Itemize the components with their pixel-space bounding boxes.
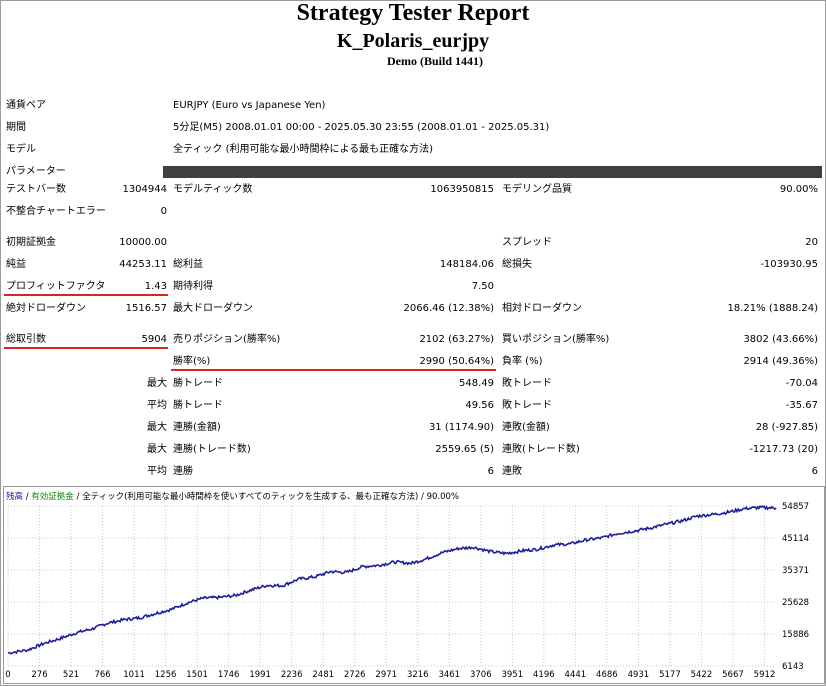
rel-dd-label: 相対ドローダウン bbox=[502, 303, 582, 314]
bars-value: 1304944 bbox=[122, 184, 167, 195]
gross-profit-label: 総利益 bbox=[173, 259, 203, 270]
gross-loss-value: -103930.95 bbox=[760, 259, 818, 270]
abs-dd-label: 絶対ドローダウン bbox=[6, 303, 86, 314]
mismatch-value: 0 bbox=[160, 206, 167, 217]
model-label: モデル bbox=[6, 144, 36, 155]
rel-dd-value: 18.21% (1888.24) bbox=[727, 303, 818, 314]
max-consec-profit-label: 連勝(トレード数) bbox=[173, 444, 251, 455]
long-label: 買いポジション(勝率%) bbox=[502, 334, 610, 345]
max-consec-loss-label: 連敗(トレード数) bbox=[502, 444, 580, 455]
avg-consec-loss-label: 連敗 bbox=[502, 466, 522, 477]
short-label: 売りポジション(勝率%) bbox=[173, 334, 281, 345]
quality-label: モデリング品質 bbox=[502, 184, 572, 195]
profit-factor-underline bbox=[4, 294, 168, 296]
pair-value: EURJPY (Euro vs Japanese Yen) bbox=[173, 100, 326, 111]
avg-loss-label: 敗トレード bbox=[502, 400, 552, 411]
max-label: 最大 bbox=[147, 378, 167, 389]
loss-rate-label: 負率 (%) bbox=[502, 356, 543, 367]
avg-win-label: 勝トレード bbox=[173, 400, 223, 411]
bars-label: テストバー数 bbox=[6, 184, 66, 195]
legend-model: 全ティック(利用可能な最小時間枠を使いすべてのティックを生成する、最も正確な方法… bbox=[82, 492, 419, 502]
quality-value: 90.00% bbox=[779, 184, 818, 195]
pair-label: 通貨ペア bbox=[6, 100, 46, 111]
period-label: 期間 bbox=[6, 122, 26, 133]
long-value: 3802 (43.66%) bbox=[743, 334, 818, 345]
legend-equity: 有効証拠金 bbox=[31, 492, 74, 502]
avg-win-value: 49.56 bbox=[465, 400, 494, 411]
profit-factor-value: 1.43 bbox=[144, 281, 167, 292]
ticks-label: モデルティック数 bbox=[173, 184, 253, 195]
spread-value: 20 bbox=[805, 237, 818, 248]
total-trades-label: 総取引数 bbox=[6, 334, 46, 345]
max-dd-value: 2066.46 (12.38%) bbox=[403, 303, 494, 314]
loss-rate-value: 2914 (49.36%) bbox=[743, 356, 818, 367]
max-loss-value: -70.04 bbox=[785, 378, 818, 389]
expert-name: K_Polaris_eurjpy bbox=[336, 30, 490, 52]
spread-label: スプレッド bbox=[502, 237, 552, 248]
expected-payoff-label: 期待利得 bbox=[173, 281, 213, 292]
short-value: 2102 (63.27%) bbox=[419, 334, 494, 345]
deposit-value: 10000.00 bbox=[119, 237, 167, 248]
parameters-bar[interactable] bbox=[163, 166, 822, 178]
chart-legend: 残高 / 有効証拠金 / 全ティック(利用可能な最小時間枠を使いすべてのティック… bbox=[6, 490, 459, 502]
consec-loss-money-label: 連敗(金額) bbox=[502, 422, 550, 433]
ticks-value: 1063950815 bbox=[430, 184, 494, 195]
gross-profit-value: 148184.06 bbox=[439, 259, 494, 270]
params-label: パラメーター bbox=[6, 166, 66, 177]
consec-wins-money-label: 連勝(金額) bbox=[173, 422, 221, 433]
total-trades-underline bbox=[4, 347, 168, 349]
net-label: 純益 bbox=[6, 259, 26, 270]
max-label-3: 最大 bbox=[147, 444, 167, 455]
avg-consec-wins-label: 連勝 bbox=[173, 466, 193, 477]
max-loss-label: 敗トレード bbox=[502, 378, 552, 389]
balance-chart bbox=[3, 486, 825, 684]
max-consec-profit-value: 2559.65 (5) bbox=[435, 444, 494, 455]
avg-label: 平均 bbox=[147, 400, 167, 411]
legend-sep: / bbox=[23, 492, 32, 502]
legend-quality: 90.00% bbox=[426, 492, 459, 502]
total-trades-value: 5904 bbox=[141, 334, 167, 345]
build-info: Demo (Build 1441) bbox=[387, 54, 483, 68]
profit-factor-label: プロフィットファクタ bbox=[6, 281, 106, 292]
win-rate-value: 2990 (50.64%) bbox=[419, 356, 494, 367]
max-win-value: 548.49 bbox=[459, 378, 494, 389]
period-value: 5分足(M5) 2008.01.01 00:00 - 2025.05.30 23… bbox=[173, 122, 550, 133]
max-win-label: 勝トレード bbox=[173, 378, 223, 389]
net-value: 44253.11 bbox=[119, 259, 167, 270]
model-value: 全ティック (利用可能な最小時間枠による最も正確な方法) bbox=[173, 144, 434, 155]
consec-wins-money-value: 31 (1174.90) bbox=[428, 422, 494, 433]
consec-loss-money-value: 28 (-927.85) bbox=[755, 422, 818, 433]
mismatch-label: 不整合チャートエラー bbox=[6, 206, 106, 217]
avg-loss-value: -35.67 bbox=[785, 400, 818, 411]
max-consec-loss-value: -1217.73 (20) bbox=[749, 444, 818, 455]
legend-balance: 残高 bbox=[6, 492, 24, 502]
expected-payoff-value: 7.50 bbox=[471, 281, 494, 292]
win-rate-underline bbox=[171, 369, 496, 371]
legend-sep-2: / bbox=[73, 492, 83, 502]
avg-consec-wins-value: 6 bbox=[487, 466, 494, 477]
legend-sep-3: / bbox=[418, 492, 427, 502]
avg-consec-loss-value: 6 bbox=[811, 466, 818, 477]
avg-label-2: 平均 bbox=[147, 466, 167, 477]
win-rate-label: 勝率(%) bbox=[173, 356, 211, 367]
deposit-label: 初期証拠金 bbox=[6, 237, 56, 248]
max-label-2: 最大 bbox=[147, 422, 167, 433]
report-title: Strategy Tester Report bbox=[296, 0, 530, 26]
gross-loss-label: 総損失 bbox=[502, 259, 532, 270]
abs-dd-value: 1516.57 bbox=[125, 303, 167, 314]
max-dd-label: 最大ドローダウン bbox=[173, 303, 253, 314]
